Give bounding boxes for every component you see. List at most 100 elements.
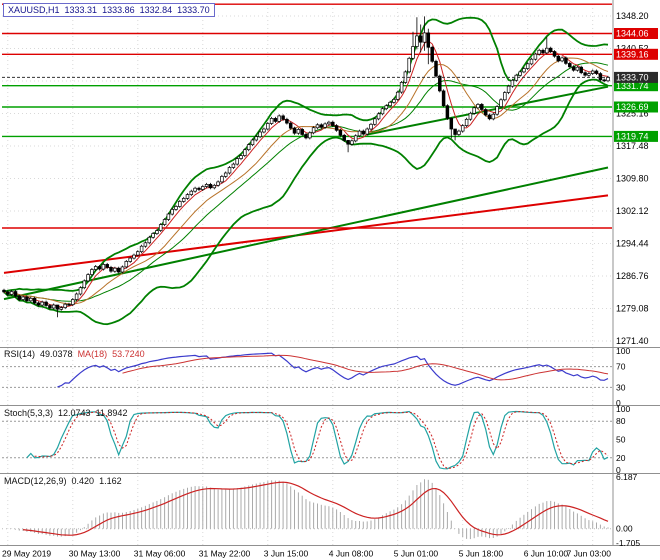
candle-body bbox=[269, 118, 274, 124]
price-badge bbox=[614, 48, 658, 60]
candle-body bbox=[545, 47, 549, 54]
candle-body bbox=[476, 104, 480, 109]
candle-body bbox=[139, 245, 144, 253]
candle-body bbox=[606, 77, 610, 82]
candle-body bbox=[124, 261, 129, 268]
indicator-scale-label: 70 bbox=[616, 362, 626, 372]
price-tick-label: 1279.08 bbox=[616, 304, 649, 314]
candle-body bbox=[487, 114, 492, 120]
candle-body bbox=[105, 264, 109, 268]
candle-body bbox=[407, 57, 411, 73]
price-badge bbox=[614, 130, 658, 142]
price-tick-label: 1286.76 bbox=[616, 271, 649, 281]
bollinger-lower-line bbox=[3, 78, 609, 326]
stoch-k-value: 12.0743 bbox=[58, 408, 91, 418]
candle-body bbox=[311, 127, 316, 134]
candle-body bbox=[78, 287, 83, 295]
candle-body bbox=[506, 85, 511, 93]
stoch-d-value: 11.8942 bbox=[95, 408, 128, 418]
price-badge-label: 1344.06 bbox=[616, 29, 649, 39]
candle-body bbox=[510, 79, 515, 87]
time-axis-label: 31 May 22:00 bbox=[199, 549, 251, 559]
candle-body bbox=[170, 209, 174, 215]
candle-body bbox=[147, 236, 152, 244]
candle-body bbox=[350, 140, 354, 145]
time-axis-label: 4 Jun 08:00 bbox=[329, 549, 374, 559]
candle-body bbox=[36, 302, 41, 306]
candle-body bbox=[201, 186, 205, 190]
macd-main-value: 0.420 bbox=[71, 476, 95, 486]
candle-body bbox=[193, 187, 197, 192]
rsi-ma-name: MA(18) bbox=[77, 349, 108, 359]
candle-body bbox=[82, 280, 87, 289]
candle-body bbox=[529, 58, 534, 65]
price-badge bbox=[614, 28, 658, 39]
candle-body bbox=[71, 299, 75, 305]
candle-body bbox=[67, 303, 71, 306]
candle-body bbox=[583, 72, 587, 76]
candle-body bbox=[319, 124, 324, 128]
time-axis-label: 5 Jun 01:00 bbox=[394, 549, 439, 559]
time-axis-label: 7 Jun 03:00 bbox=[567, 549, 612, 559]
candle-body bbox=[63, 303, 67, 308]
candle-body bbox=[93, 266, 98, 270]
candle-body bbox=[273, 118, 278, 122]
candle-body bbox=[204, 184, 209, 187]
candle-body bbox=[525, 63, 530, 69]
candle-body bbox=[369, 123, 373, 130]
candle-body bbox=[166, 213, 171, 220]
candle-body bbox=[300, 129, 304, 135]
candle-body bbox=[365, 128, 369, 135]
price-badge bbox=[614, 71, 658, 83]
candle-body bbox=[457, 130, 461, 135]
candle-body bbox=[415, 35, 419, 47]
candle-body bbox=[250, 139, 255, 146]
candle-body bbox=[231, 163, 236, 168]
candle-body bbox=[602, 79, 606, 82]
candle-body bbox=[548, 47, 553, 52]
candle-body bbox=[338, 129, 343, 136]
ohlc-close: 1333.70 bbox=[177, 5, 210, 15]
candle-body bbox=[579, 66, 583, 74]
price-badge bbox=[614, 101, 658, 113]
rsi-indicator-label: RSI(14) 49.0378 MA(18) 53.7240 bbox=[4, 349, 145, 359]
candle-body bbox=[441, 90, 446, 107]
candle-body bbox=[464, 118, 469, 126]
candle-body bbox=[48, 305, 52, 309]
candle-body bbox=[220, 176, 224, 183]
candle-body bbox=[136, 251, 140, 256]
candle-body bbox=[537, 49, 541, 55]
candle-body bbox=[25, 296, 29, 302]
candle-body bbox=[380, 108, 385, 115]
price-badge-label: 1331.74 bbox=[616, 81, 649, 91]
price-tick-label: 1348.20 bbox=[616, 11, 649, 21]
indicator-scale-label: 100 bbox=[616, 346, 630, 356]
candle-body bbox=[480, 104, 484, 110]
candle-body bbox=[246, 144, 251, 151]
candle-body bbox=[296, 129, 301, 134]
indicator-scale-label: 20 bbox=[616, 453, 626, 463]
candle-body bbox=[552, 51, 557, 57]
candle-body bbox=[499, 99, 503, 107]
candle-body bbox=[239, 155, 243, 159]
candle-body bbox=[212, 184, 217, 189]
macd-name: MACD(12,26,9) bbox=[4, 476, 67, 486]
candle-body bbox=[472, 107, 476, 114]
candle-body bbox=[281, 115, 285, 120]
candle-body bbox=[392, 99, 396, 103]
candle-body bbox=[560, 57, 564, 62]
price-badge-label: 1326.69 bbox=[616, 102, 649, 112]
candle-body bbox=[285, 118, 289, 124]
candle-body bbox=[388, 101, 392, 107]
candle-body bbox=[197, 187, 201, 190]
candle-body bbox=[376, 113, 381, 120]
candle-body bbox=[395, 91, 400, 100]
candle-body bbox=[151, 233, 155, 238]
ohlc-high: 1333.86 bbox=[102, 5, 135, 15]
candle-body bbox=[541, 49, 545, 54]
symbol-ohlc-label: XAUUSD,H1 1333.31 1333.86 1332.84 1333.7… bbox=[3, 3, 215, 17]
candle-body bbox=[587, 73, 591, 76]
candle-body bbox=[357, 130, 362, 137]
macd-signal-value: 1.162 bbox=[99, 476, 122, 486]
